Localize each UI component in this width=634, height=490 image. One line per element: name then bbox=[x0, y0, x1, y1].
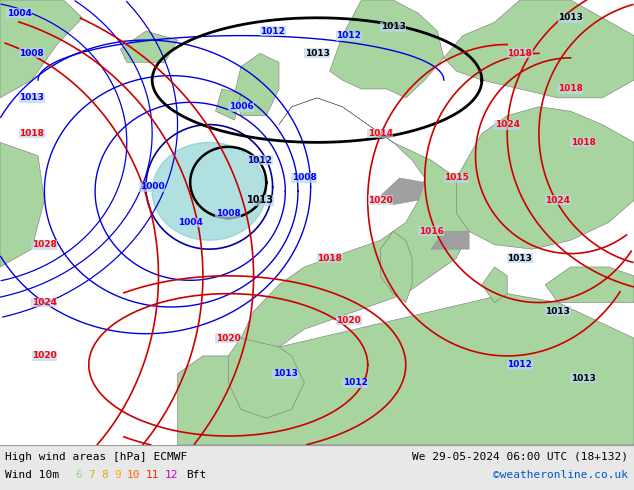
Text: 1024: 1024 bbox=[545, 196, 571, 205]
Text: 1008: 1008 bbox=[19, 49, 44, 58]
Text: 1020: 1020 bbox=[216, 334, 241, 343]
Text: 1018: 1018 bbox=[558, 84, 583, 94]
Text: 1000: 1000 bbox=[140, 182, 164, 192]
Text: 1018: 1018 bbox=[571, 138, 596, 147]
Text: 1024: 1024 bbox=[495, 120, 520, 129]
Text: 1020: 1020 bbox=[32, 351, 57, 361]
Text: 1013: 1013 bbox=[19, 94, 44, 102]
Text: 1013: 1013 bbox=[247, 195, 273, 205]
Text: 1016: 1016 bbox=[418, 227, 444, 236]
Text: 1013: 1013 bbox=[380, 22, 406, 31]
Text: 1013: 1013 bbox=[304, 49, 330, 58]
Text: 7: 7 bbox=[88, 470, 94, 480]
Text: 1024: 1024 bbox=[32, 298, 57, 307]
Text: 1018: 1018 bbox=[317, 253, 342, 263]
Text: 1013: 1013 bbox=[558, 13, 583, 23]
Text: 10: 10 bbox=[127, 470, 141, 480]
Text: 1004: 1004 bbox=[178, 218, 203, 227]
Text: 1013: 1013 bbox=[545, 307, 571, 316]
Text: 1013: 1013 bbox=[273, 369, 298, 378]
Text: High wind areas [hPa] ECMWF: High wind areas [hPa] ECMWF bbox=[5, 452, 187, 462]
Text: 1013: 1013 bbox=[571, 374, 596, 383]
Text: 1012: 1012 bbox=[336, 31, 361, 40]
Text: 1012: 1012 bbox=[260, 26, 285, 36]
Text: We 29-05-2024 06:00 UTC (18+132): We 29-05-2024 06:00 UTC (18+132) bbox=[412, 452, 628, 462]
Text: 1006: 1006 bbox=[228, 102, 254, 111]
Text: 1012: 1012 bbox=[342, 378, 368, 387]
Text: 1020: 1020 bbox=[336, 316, 361, 325]
Text: Wind 10m: Wind 10m bbox=[5, 470, 59, 480]
Text: 1012: 1012 bbox=[507, 360, 533, 369]
Text: 1018: 1018 bbox=[19, 129, 44, 138]
Text: 12: 12 bbox=[165, 470, 179, 480]
Text: 1014: 1014 bbox=[368, 129, 393, 138]
Text: 9: 9 bbox=[114, 470, 120, 480]
Text: ©weatheronline.co.uk: ©weatheronline.co.uk bbox=[493, 470, 628, 480]
Ellipse shape bbox=[152, 143, 266, 240]
Text: 1018: 1018 bbox=[507, 49, 533, 58]
Text: 1020: 1020 bbox=[368, 196, 393, 205]
Text: Bft: Bft bbox=[186, 470, 206, 480]
Text: 1012: 1012 bbox=[247, 156, 273, 165]
Text: 6: 6 bbox=[75, 470, 82, 480]
Text: 1008: 1008 bbox=[292, 173, 317, 182]
Text: 1013: 1013 bbox=[507, 253, 533, 263]
Text: 11: 11 bbox=[146, 470, 160, 480]
Text: 8: 8 bbox=[101, 470, 108, 480]
Text: 1015: 1015 bbox=[444, 173, 469, 182]
Text: 1004: 1004 bbox=[6, 9, 32, 18]
Text: 1008: 1008 bbox=[216, 209, 241, 218]
Text: 1028: 1028 bbox=[32, 240, 57, 249]
